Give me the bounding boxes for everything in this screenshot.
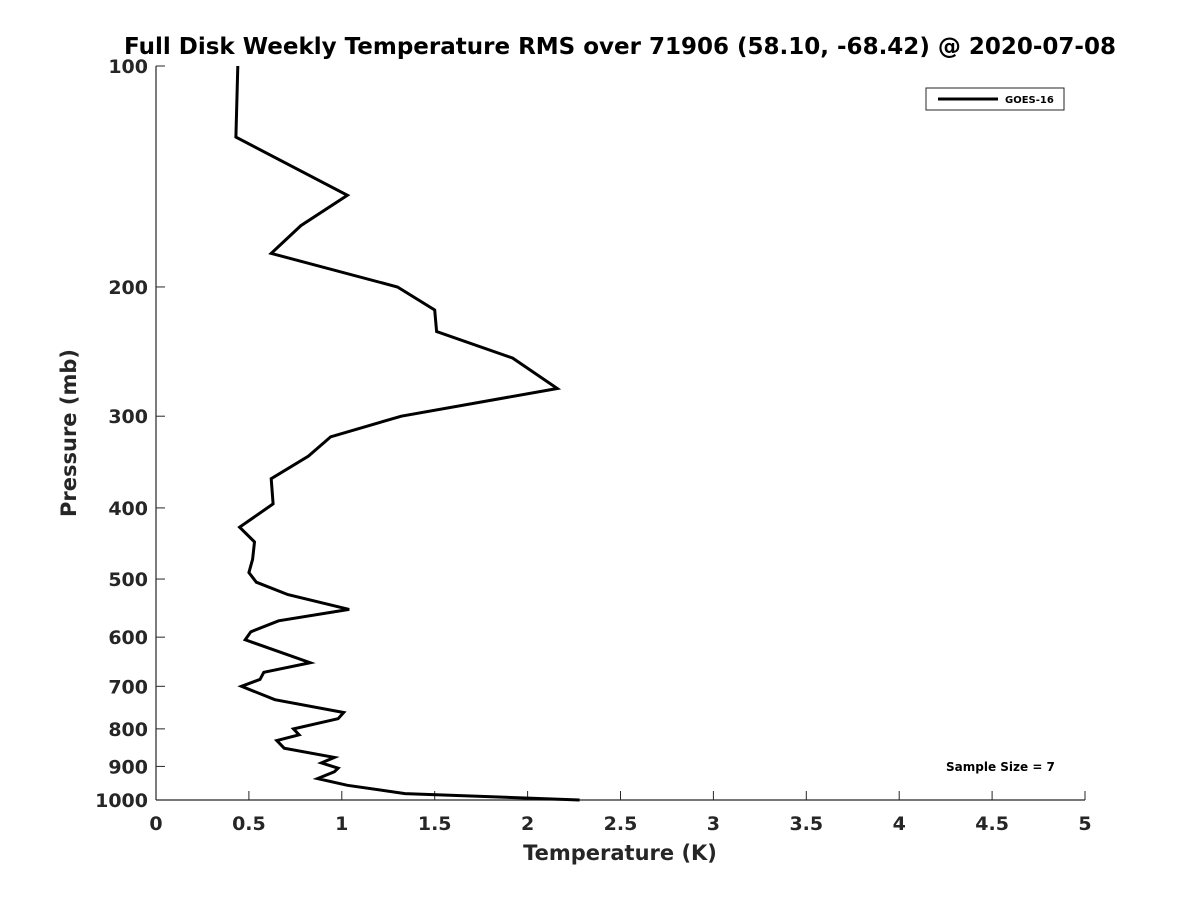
y-tick-label: 700 [108,676,148,698]
y-tick-label: 600 [108,627,148,649]
x-tick-label: 0 [149,813,162,835]
y-tick-label: 300 [108,406,148,428]
y-tick-label: 500 [108,569,148,591]
chart-title: Full Disk Weekly Temperature RMS over 71… [124,34,1116,60]
plot-area [155,66,1085,801]
y-ticks: 100 200 300 400 500 600 700 800 900 1000 [95,56,165,812]
x-tick-label: 5 [1078,813,1091,835]
y-tick-label: 1000 [95,790,148,812]
x-tick-label: 2.5 [604,813,638,835]
x-ticks: 0 0.5 1 1.5 2 2.5 3 3.5 4 4.5 5 [149,791,1092,835]
y-tick-label: 200 [108,277,148,299]
y-tick-label: 400 [108,498,148,520]
series-layer [234,65,580,802]
series-line-goes-16 [234,65,580,802]
sample-size-annotation: Sample Size = 7 [946,760,1055,774]
y-axis-label: Pressure (mb) [57,349,81,517]
legend: GOES-16 [925,87,1065,111]
x-tick-label: 0.5 [232,813,266,835]
x-axis-label: Temperature (K) [523,841,717,865]
x-tick-label: 4 [893,813,906,835]
x-tick-label: 1.5 [418,813,452,835]
x-tick-label: 2 [521,813,534,835]
x-tick-label: 3.5 [789,813,823,835]
y-tick-label: 800 [108,719,148,741]
x-tick-label: 4.5 [975,813,1009,835]
legend-label: GOES-16 [1005,95,1054,106]
y-tick-label: 900 [108,756,148,778]
x-tick-label: 3 [707,813,720,835]
x-tick-label: 1 [335,813,348,835]
y-tick-label: 100 [108,56,148,78]
